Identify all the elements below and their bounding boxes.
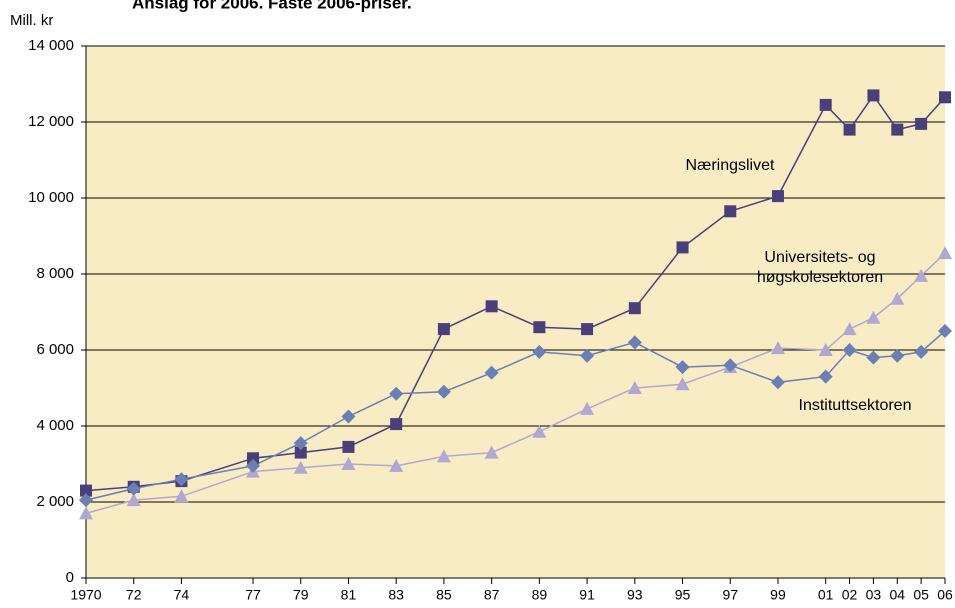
y-tick-label: 0 <box>66 569 74 586</box>
y-tick-label: 10 000 <box>28 189 74 206</box>
marker <box>581 323 594 336</box>
marker <box>247 452 260 465</box>
x-tick-label: 77 <box>245 587 261 603</box>
marker <box>580 348 595 363</box>
x-tick-label: 74 <box>174 587 190 603</box>
marker <box>843 123 856 136</box>
marker <box>485 300 498 313</box>
series-label: Instituttsektoren <box>798 397 912 414</box>
y-tick-label: 14 000 <box>28 37 74 54</box>
marker <box>866 350 881 365</box>
marker <box>842 322 857 336</box>
marker <box>533 321 546 334</box>
marker <box>174 472 189 487</box>
marker <box>484 365 499 380</box>
marker <box>79 493 93 508</box>
x-tick-label: 89 <box>532 587 548 603</box>
x-tick-label: 97 <box>722 587 738 603</box>
x-tick-label: 72 <box>126 587 142 603</box>
marker <box>484 445 499 459</box>
marker <box>914 344 929 359</box>
marker <box>341 457 356 470</box>
marker <box>293 436 308 451</box>
marker <box>770 341 785 355</box>
marker <box>938 246 952 260</box>
x-tick-label: 05 <box>913 587 929 603</box>
marker <box>390 418 403 431</box>
x-tick-label: 95 <box>675 587 691 603</box>
x-tick-label: 01 <box>818 587 834 603</box>
marker <box>866 310 881 324</box>
x-tick-label: 83 <box>388 587 404 603</box>
marker <box>293 460 308 474</box>
marker <box>818 343 833 356</box>
y-tick-label: 2 000 <box>36 493 74 510</box>
plot-area <box>86 46 945 578</box>
x-tick-label: 02 <box>842 587 858 603</box>
marker <box>628 302 641 315</box>
x-tick-label: 79 <box>293 587 309 603</box>
x-tick-label: 93 <box>627 587 643 603</box>
marker <box>890 348 905 363</box>
marker <box>627 335 642 350</box>
marker <box>580 401 595 415</box>
marker <box>890 291 905 305</box>
marker <box>914 268 929 282</box>
marker <box>436 384 451 399</box>
marker <box>126 481 141 496</box>
marker <box>938 324 952 338</box>
marker <box>80 484 92 497</box>
marker <box>174 489 189 503</box>
marker <box>891 123 904 136</box>
chart-title: Anslag for 2006. Faste 2006-priser. <box>132 0 412 12</box>
marker <box>389 458 404 472</box>
y-tick-label: 6 000 <box>36 341 74 358</box>
marker <box>915 117 928 130</box>
y-axis-label: Mill. kr <box>10 12 53 29</box>
marker <box>79 506 93 520</box>
marker <box>126 493 141 507</box>
marker <box>723 358 738 373</box>
marker <box>294 446 307 459</box>
marker <box>437 323 450 336</box>
x-tick-label: 85 <box>436 587 452 603</box>
x-tick-label: 06 <box>937 587 953 603</box>
marker <box>676 241 689 254</box>
series-label: Næringslivet <box>685 157 775 174</box>
marker <box>532 344 547 359</box>
marker <box>389 386 404 401</box>
x-tick-label: 03 <box>866 587 882 603</box>
marker <box>771 190 784 203</box>
marker <box>246 458 261 473</box>
y-tick-label: 8 000 <box>36 265 74 282</box>
x-tick-label: 1970 <box>70 587 101 603</box>
marker <box>341 409 356 424</box>
marker <box>342 440 355 453</box>
y-tick-label: 4 000 <box>36 417 74 434</box>
marker <box>818 369 833 384</box>
marker <box>675 360 690 375</box>
x-tick-label: 99 <box>770 587 786 603</box>
marker <box>627 381 642 394</box>
x-tick-label: 87 <box>484 587 500 603</box>
x-tick-label: 04 <box>889 587 905 603</box>
marker <box>770 375 785 390</box>
marker <box>675 377 690 391</box>
y-tick-label: 12 000 <box>28 113 74 130</box>
marker <box>532 424 547 438</box>
marker <box>842 343 857 357</box>
x-tick-label: 81 <box>341 587 357 603</box>
x-tick-label: 91 <box>579 587 595 603</box>
series-label: Universitets- og høgskolesektoren <box>756 249 884 286</box>
marker <box>724 205 737 218</box>
marker <box>939 91 951 104</box>
marker <box>436 449 451 463</box>
marker <box>819 98 832 111</box>
marker <box>867 89 880 102</box>
